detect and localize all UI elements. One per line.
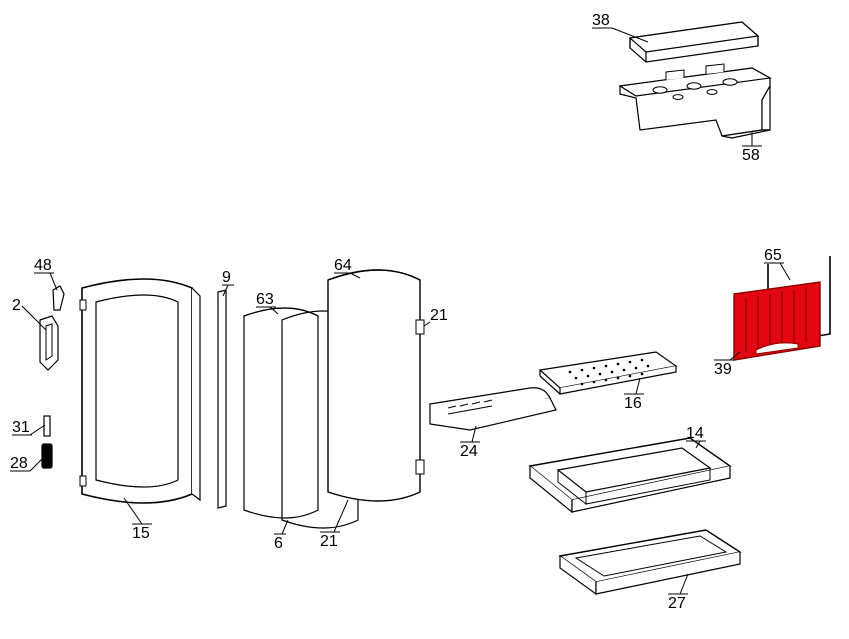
svg-text:21: 21 (430, 307, 448, 324)
part-48 (53, 286, 64, 310)
svg-text:9: 9 (222, 269, 231, 286)
part-28 (42, 444, 52, 468)
svg-text:21: 21 (320, 533, 338, 550)
part-9 (218, 290, 226, 508)
part-38 (630, 22, 758, 62)
label-58: 58 (742, 132, 762, 164)
svg-text:16: 16 (624, 395, 642, 412)
label-21a: 21 (424, 307, 448, 326)
label-27: 27 (668, 574, 688, 612)
svg-text:38: 38 (592, 12, 610, 29)
part-63-glass (244, 308, 318, 518)
label-63: 63 (256, 291, 278, 314)
part-24 (430, 388, 556, 430)
part-14 (530, 438, 730, 512)
parts-diagram: 38 58 48 (0, 0, 849, 639)
svg-text:6: 6 (274, 535, 283, 552)
svg-text:63: 63 (256, 291, 274, 308)
svg-text:28: 28 (10, 455, 28, 472)
part-39-highlighted (734, 282, 820, 360)
svg-text:64: 64 (334, 257, 352, 274)
svg-text:27: 27 (668, 595, 686, 612)
label-28: 28 (10, 455, 43, 472)
label-24: 24 (460, 426, 480, 460)
svg-text:24: 24 (460, 443, 478, 460)
part-31 (44, 416, 50, 436)
part-15-door-frame (80, 279, 200, 503)
svg-text:58: 58 (742, 147, 760, 164)
label-6a: 6 (274, 520, 288, 552)
part-2 (40, 316, 58, 370)
part-16 (540, 352, 676, 394)
label-16: 16 (624, 378, 644, 412)
label-2: 2 (12, 297, 46, 330)
label-48: 48 (34, 257, 57, 290)
svg-text:2: 2 (12, 297, 21, 314)
part-64-panel (328, 270, 424, 501)
svg-text:48: 48 (34, 257, 52, 274)
svg-text:15: 15 (132, 525, 150, 542)
svg-text:65: 65 (764, 247, 782, 264)
label-15: 15 (124, 498, 152, 542)
svg-text:39: 39 (714, 361, 732, 378)
part-27 (560, 530, 740, 594)
label-31: 31 (12, 419, 45, 436)
part-58 (620, 64, 770, 138)
svg-text:14: 14 (686, 425, 704, 442)
svg-text:31: 31 (12, 419, 30, 436)
